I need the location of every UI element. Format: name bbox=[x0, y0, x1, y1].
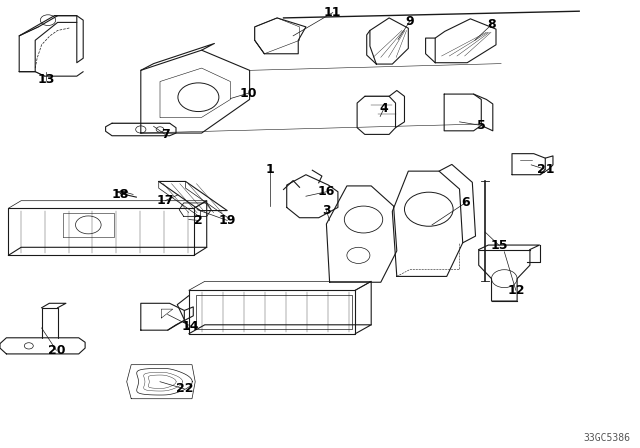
Text: 16: 16 bbox=[317, 185, 335, 198]
Text: 11: 11 bbox=[324, 6, 342, 19]
Text: 8: 8 bbox=[487, 18, 496, 31]
Text: 14: 14 bbox=[182, 319, 200, 333]
Text: 12: 12 bbox=[507, 284, 525, 297]
Text: 13: 13 bbox=[37, 73, 55, 86]
Text: 3: 3 bbox=[322, 204, 331, 217]
Text: 6: 6 bbox=[461, 196, 470, 209]
Text: 5: 5 bbox=[477, 119, 486, 132]
Text: 21: 21 bbox=[536, 163, 554, 176]
Text: 15: 15 bbox=[490, 239, 508, 252]
Text: 17: 17 bbox=[156, 194, 174, 207]
Text: 4: 4 bbox=[380, 102, 388, 115]
Text: 20: 20 bbox=[47, 344, 65, 357]
Text: 18: 18 bbox=[111, 188, 129, 202]
Text: 2: 2 bbox=[194, 214, 203, 227]
Text: 10: 10 bbox=[239, 86, 257, 100]
Text: 19: 19 bbox=[218, 214, 236, 227]
Text: 33GC5386: 33GC5386 bbox=[584, 433, 630, 443]
Text: 9: 9 bbox=[405, 15, 414, 28]
Text: 7: 7 bbox=[161, 128, 170, 141]
Text: 22: 22 bbox=[175, 382, 193, 396]
Text: 1: 1 bbox=[266, 163, 275, 176]
